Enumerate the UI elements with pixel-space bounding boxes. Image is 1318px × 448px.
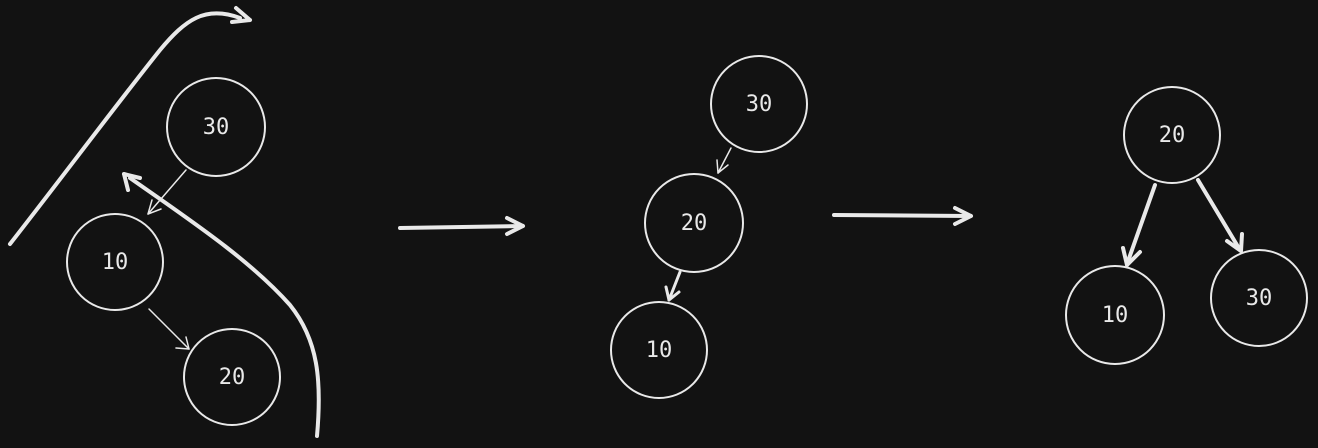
node-10-circle [1065, 265, 1165, 365]
edge-10-to-20-arrow [148, 308, 190, 350]
node-label-30: 30 [1246, 286, 1273, 311]
node-20-circle [1123, 86, 1221, 184]
edge-20-to-30-arrow [1196, 178, 1244, 253]
node-label-20: 20 [219, 365, 246, 390]
transition-arrow-2 [832, 206, 973, 226]
edge-30-to-10-arrow [147, 169, 187, 215]
stage-1-unbalanced-tree [8, 6, 321, 438]
edge-20-to-10-arrow [1121, 183, 1157, 267]
node-20-circle [644, 173, 744, 273]
node-30-circle [1210, 249, 1308, 347]
stage-2-tree [610, 55, 808, 399]
edge-30-to-20-arrow [716, 147, 732, 174]
rotation-left-arrow [8, 6, 252, 246]
node-label-10: 10 [1102, 303, 1129, 328]
node-30-circle [166, 77, 266, 177]
edge-20-to-10-arrow [664, 270, 682, 302]
node-label-20: 20 [681, 211, 708, 236]
node-label-10: 10 [646, 338, 673, 363]
node-label-30: 30 [203, 115, 230, 140]
rotation-right-arrow [122, 172, 321, 438]
node-30-circle [710, 55, 808, 153]
node-label-10: 10 [102, 250, 129, 275]
node-label-30: 30 [746, 92, 773, 117]
transition-arrow-1 [398, 216, 525, 236]
node-label-20: 20 [1159, 123, 1186, 148]
node-20-circle [183, 328, 281, 426]
node-labels: 30 10 20 30 20 10 20 10 30 [102, 92, 1273, 390]
node-10-circle [66, 213, 164, 311]
node-10-circle [610, 301, 708, 399]
stage-3-balanced-tree [1065, 86, 1308, 365]
